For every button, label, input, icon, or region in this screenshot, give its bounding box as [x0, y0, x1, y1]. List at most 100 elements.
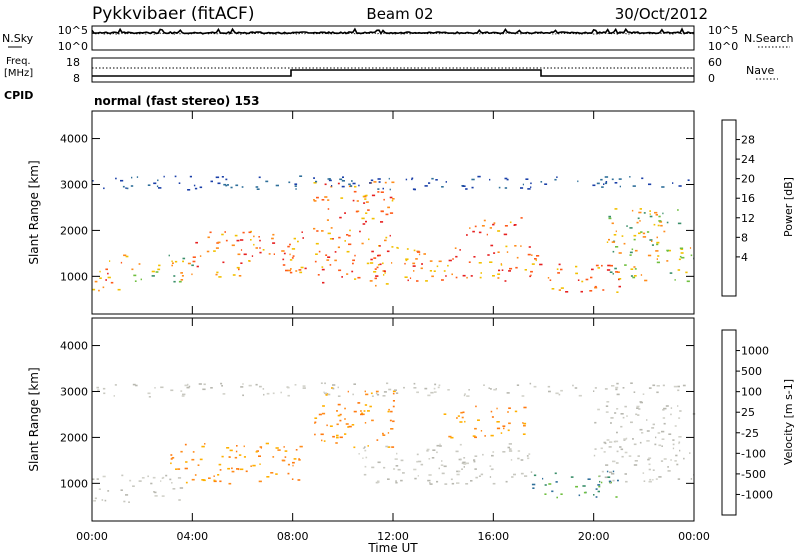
- range-gate-cell: [314, 260, 317, 263]
- range-gate-cell: [353, 383, 356, 385]
- range-gate-cell: [477, 419, 480, 421]
- range-gate-cell: [349, 229, 351, 232]
- range-gate-cell: [639, 220, 641, 222]
- range-gate-cell: [620, 413, 624, 415]
- range-gate-cell: [337, 182, 340, 185]
- colorbar: 1000 500 100 25 -25 -100 -500 -1000 Velocity [m …: [721, 329, 795, 516]
- range-gate-cell: [294, 183, 298, 185]
- range-gate-cell: [626, 225, 628, 227]
- range-gate-cell: [294, 185, 297, 187]
- range-gate-cell: [344, 212, 346, 214]
- range-gate-cell: [358, 453, 360, 455]
- range-gate-cell: [530, 274, 532, 277]
- range-gate-cell: [558, 263, 561, 266]
- range-gate-cell: [489, 465, 492, 467]
- range-gate-cell: [397, 468, 401, 471]
- range-gate-cell: [98, 488, 101, 490]
- range-gate-cell: [412, 262, 416, 265]
- range-gate-cell: [369, 262, 374, 264]
- range-gate-cell: [652, 469, 655, 471]
- range-gate-cell: [663, 407, 667, 410]
- range-gate-cell: [405, 258, 409, 260]
- range-gate-cell: [652, 384, 656, 387]
- range-gate-cell: [436, 480, 439, 483]
- range-gate-cell: [292, 461, 295, 464]
- range-gate-cell: [456, 482, 460, 484]
- range-gate-cell: [320, 382, 323, 384]
- range-gate-cell: [484, 435, 486, 437]
- range-gate-cell: [248, 384, 252, 387]
- range-gate-cell: [395, 465, 399, 467]
- range-gate-cell: [606, 241, 609, 243]
- range-gate-cell: [406, 248, 409, 250]
- range-gate-cell: [380, 221, 384, 223]
- range-gate-cell: [658, 220, 662, 222]
- range-gate-cell: [352, 393, 354, 396]
- range-gate-cell: [517, 450, 521, 452]
- range-gate-cell: [256, 188, 260, 190]
- range-gate-cell: [289, 271, 293, 274]
- range-gate-cell: [297, 479, 301, 481]
- range-gate-cell: [230, 186, 233, 189]
- range-gate-cell: [259, 239, 261, 242]
- range-gate-cell: [268, 253, 271, 255]
- range-gate-cell: [173, 275, 176, 277]
- range-gate-cell: [291, 248, 296, 250]
- range-gate-cell: [488, 387, 490, 389]
- colorbar-label: Velocity [m s-1]: [782, 379, 795, 465]
- range-gate-cell: [364, 404, 368, 406]
- range-gate-cell: [603, 183, 605, 185]
- range-gate-cell: [302, 237, 304, 239]
- range-gate-cell: [460, 458, 462, 461]
- range-gate-cell: [617, 271, 620, 273]
- beam-title: Beam 02: [366, 5, 433, 23]
- colorbar-tick-label: 100: [741, 386, 762, 399]
- range-gate-cell: [621, 455, 624, 458]
- range-gate-cell: [365, 201, 369, 203]
- range-gate-cell: [234, 234, 238, 237]
- range-gate-cell: [413, 382, 416, 385]
- range-gate-cell: [428, 182, 431, 184]
- data-band: [123, 254, 194, 283]
- range-gate-cell: [654, 443, 657, 446]
- range-gate-cell: [384, 239, 387, 242]
- range-gate-cell: [387, 432, 390, 434]
- range-gate-cell: [636, 407, 639, 409]
- range-gate-cell: [325, 394, 328, 396]
- range-gate-cell: [609, 482, 612, 484]
- nave-label: Nave: [746, 64, 774, 77]
- range-gate-cell: [608, 480, 612, 483]
- range-gate-cell: [612, 479, 615, 482]
- range-gate-cell: [556, 268, 559, 270]
- range-gate-cell: [357, 276, 361, 279]
- range-gate-cell: [533, 385, 537, 388]
- range-gate-cell: [316, 196, 319, 199]
- range-gate-cell: [456, 470, 460, 473]
- range-gate-cell: [599, 480, 601, 483]
- range-gate-cell: [234, 456, 238, 459]
- range-gate-cell: [679, 255, 682, 258]
- range-gate-cell: [370, 392, 373, 395]
- range-gate-cell: [531, 254, 533, 256]
- range-gate-cell: [600, 447, 603, 450]
- power-panel: 1000 2000 3000 4000 Slant Range [km] 28 24 20 16…: [27, 110, 795, 315]
- range-gate-cell: [352, 182, 356, 185]
- range-gate-cell: [678, 417, 681, 419]
- range-gate-cell: [314, 421, 317, 424]
- range-gate-cell: [508, 450, 513, 452]
- range-gate-cell: [346, 250, 350, 253]
- range-gate-cell: [655, 214, 658, 216]
- range-gate-cell: [339, 413, 342, 416]
- range-gate-cell: [407, 279, 409, 282]
- range-gate-cell: [603, 441, 606, 444]
- range-gate-cell: [191, 478, 195, 481]
- range-gate-cell: [243, 253, 247, 256]
- range-gate-cell: [354, 254, 356, 257]
- range-gate-cell: [313, 199, 315, 201]
- range-gate-cell: [240, 386, 244, 388]
- range-gate-cell: [594, 387, 597, 389]
- range-gate-cell: [526, 455, 529, 457]
- range-gate-cell: [121, 474, 124, 477]
- range-gate-cell: [362, 223, 366, 225]
- range-gate-cell: [527, 457, 530, 460]
